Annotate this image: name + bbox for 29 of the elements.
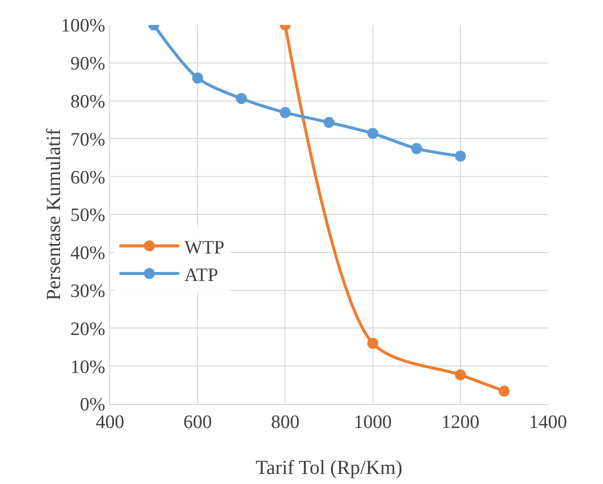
y-tick-label: 20% (70, 318, 106, 340)
y-tick-label: 10% (70, 356, 106, 378)
point (324, 116, 334, 128)
y-tick-label: 30% (70, 280, 106, 302)
y-tick-label: 70% (70, 129, 106, 150)
point (411, 143, 422, 154)
x-tick-label: 600 (183, 412, 212, 433)
x-axis-title: Tarif Tol (Rp/Km) (256, 457, 402, 479)
legend-label: WTP (184, 237, 224, 258)
x-tick-label: 800 (270, 412, 300, 433)
point (454, 150, 466, 162)
point (367, 128, 378, 139)
x-tick-label: 1000 (354, 412, 392, 433)
point (280, 107, 291, 118)
point (236, 93, 247, 104)
x-tick-label: 1400 (529, 412, 567, 433)
y-axis-title: Persentase Kumulatif (43, 128, 65, 300)
y-tick-label: 50% (70, 205, 106, 226)
point (192, 72, 204, 84)
legend-label: ATP (184, 264, 218, 286)
y-tick-label: 90% (70, 54, 106, 75)
y-tick-label: 40% (70, 243, 106, 264)
point (454, 369, 466, 380)
y-tick-label: 60% (70, 167, 106, 188)
y-tick-label: 100% (60, 16, 106, 37)
point (498, 386, 510, 397)
y-tick-label: 80% (70, 91, 106, 112)
x-tick-label: 1200 (441, 412, 480, 433)
point (367, 338, 378, 349)
